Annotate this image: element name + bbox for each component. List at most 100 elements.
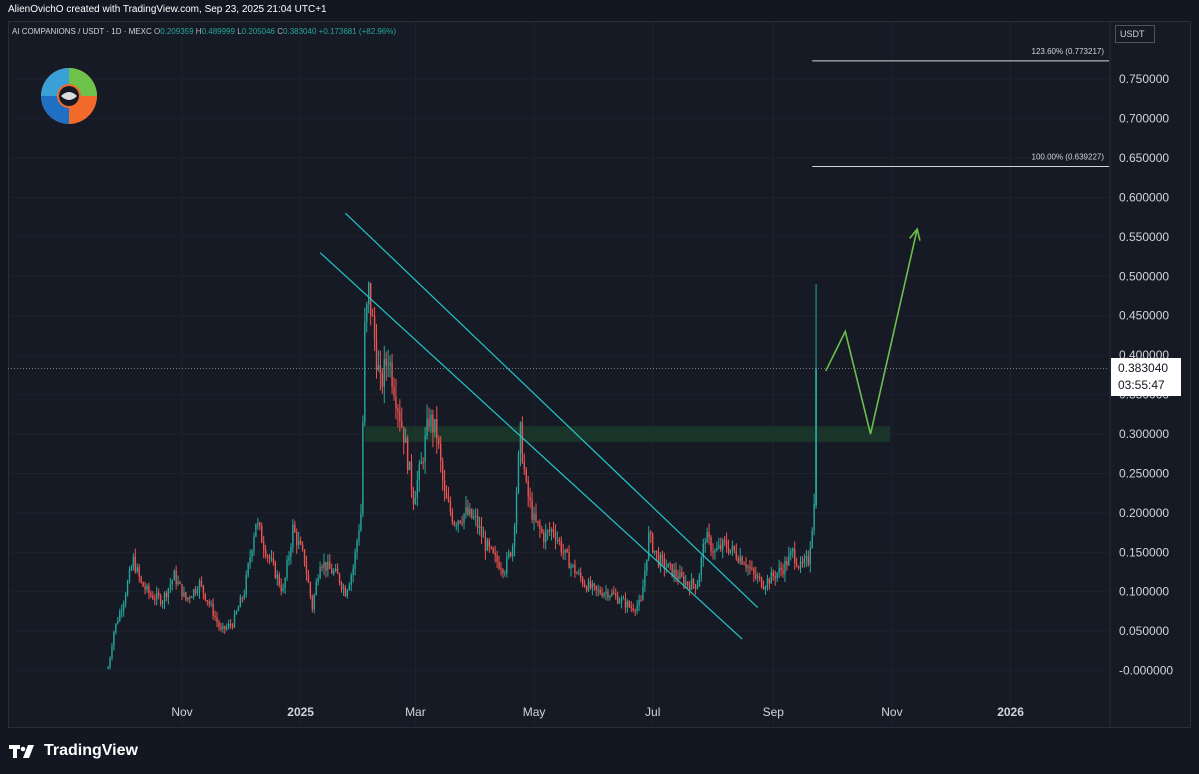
candle-body (111, 646, 113, 658)
candle-body (397, 408, 399, 412)
candle-body (385, 358, 387, 366)
candle-body (616, 595, 619, 604)
candle-body (436, 418, 438, 439)
tradingview-logo-icon (9, 745, 34, 758)
candle-body (333, 571, 335, 574)
candle-body (276, 574, 279, 579)
candle-body (121, 610, 123, 612)
candle-body (716, 548, 718, 551)
y-tick-label: 0.700000 (1119, 112, 1169, 126)
candle-body (296, 532, 298, 545)
candle-body (237, 607, 240, 612)
candle-body (224, 626, 226, 630)
candle-body (249, 557, 251, 564)
time-axis[interactable]: Nov 2025 Mar May Jul Sep Nov 2026 (171, 705, 1024, 719)
trendline (344, 212, 759, 608)
candle-body (480, 526, 483, 537)
candle-body (805, 556, 808, 559)
candle-body (620, 598, 623, 603)
tradingview-brand[interactable]: TradingView (9, 740, 138, 762)
candle-body (305, 563, 308, 574)
candle-body (618, 602, 621, 604)
high-value: 0.489999 (201, 27, 235, 36)
candle-body (348, 584, 350, 590)
footer (0, 730, 1199, 774)
candle-body (650, 532, 652, 535)
candle-body (591, 583, 594, 589)
candle-body (568, 552, 570, 569)
candle-body (447, 498, 450, 502)
candle-body (597, 589, 599, 591)
candle-body (758, 576, 761, 578)
candle-body (535, 513, 537, 521)
candle-body (729, 549, 732, 553)
candle-body (706, 532, 708, 543)
x-tick-label: May (523, 705, 546, 719)
candle-body (307, 573, 310, 583)
candle-body (373, 316, 376, 340)
bar-countdown: 03:55:47 (1118, 378, 1165, 392)
candle-body (776, 573, 778, 579)
candle-body (539, 522, 541, 529)
candle-body (406, 438, 409, 470)
candle-body (632, 608, 634, 611)
candle-body (138, 567, 140, 577)
support-zone-rect (364, 426, 890, 442)
candle-body (725, 540, 728, 548)
candle-body (498, 562, 500, 569)
candle-body (432, 414, 434, 433)
candle-body (338, 573, 341, 583)
candle-body (646, 559, 648, 571)
candle-body (564, 549, 566, 553)
candle-body (593, 583, 596, 586)
candle-body (510, 552, 512, 556)
candle-body (710, 537, 712, 552)
candle-body (401, 421, 403, 427)
y-tick-label: 0.550000 (1119, 230, 1169, 244)
close-label: C (277, 27, 284, 36)
candle-body (504, 573, 506, 575)
candle-body (657, 552, 660, 567)
candle-body (187, 597, 189, 600)
candle-body (362, 422, 364, 514)
candle-body (747, 566, 749, 568)
candle-body (109, 657, 111, 668)
chart-pane[interactable] (8, 21, 1191, 728)
candle-body (681, 572, 683, 577)
candle-body (399, 411, 401, 422)
candle-body (416, 480, 419, 498)
candle-body (144, 586, 146, 590)
candle-body (461, 522, 463, 524)
candle-body (595, 585, 597, 590)
candle-body (556, 539, 559, 541)
y-tick-label: 0.250000 (1119, 466, 1169, 480)
candle-body (299, 540, 302, 545)
candle-body (589, 581, 592, 589)
candle-body (204, 593, 207, 601)
currency-button[interactable]: USDT (1115, 25, 1155, 43)
candle-body (115, 623, 117, 632)
low-label: L (237, 27, 242, 36)
candle-body (113, 631, 115, 647)
symbol-name: AI COMPANIONS / USDT · 1D · MEXC (12, 27, 152, 36)
candle-body (117, 620, 119, 624)
candle-body (229, 623, 232, 626)
candle-body (801, 561, 804, 563)
candle-body (455, 525, 457, 527)
candle-body (420, 461, 422, 465)
candle-body (803, 558, 806, 563)
candle-body (165, 593, 168, 598)
candle-body (762, 587, 765, 590)
candle-body (231, 625, 234, 628)
candle-body (159, 595, 162, 604)
candle-body (743, 564, 745, 566)
candle-body (667, 563, 669, 568)
candle-body (548, 530, 551, 532)
candle-body (478, 526, 481, 528)
candle-body (739, 556, 741, 563)
candle-body (626, 601, 629, 608)
candle-body (513, 525, 516, 546)
candle-body (644, 570, 646, 587)
candle-body (474, 515, 477, 517)
